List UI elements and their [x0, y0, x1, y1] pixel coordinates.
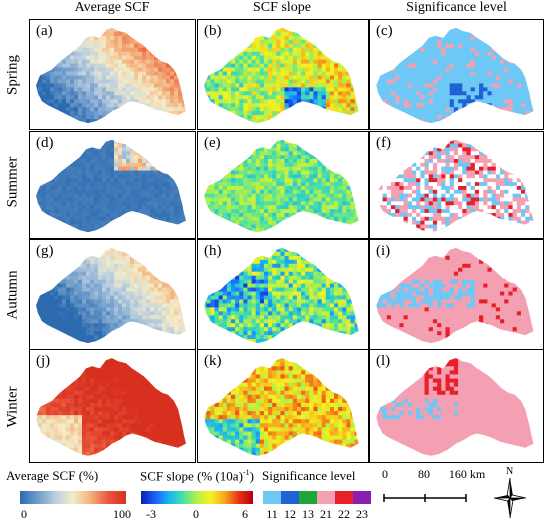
- sig-legend-title: Significance level: [262, 468, 356, 483]
- sig-tick-12: 12: [284, 507, 296, 521]
- panel-label: (i): [376, 243, 391, 259]
- slope-tick-neg3: -3: [146, 507, 156, 521]
- panel-label: (e): [204, 135, 221, 151]
- map-panel-summer-significance: (f): [369, 131, 544, 239]
- map-raster: [204, 358, 359, 456]
- sig-swatch-13: [299, 491, 317, 504]
- map-raster: [204, 139, 359, 233]
- slope-tick-6: 6: [242, 507, 248, 521]
- avg-tick-max: 100: [113, 507, 131, 521]
- scale-tick-0: 0: [382, 467, 388, 481]
- panel-label: (b): [204, 23, 222, 39]
- sig-swatch-11: [263, 491, 281, 504]
- sig-tick-13: 13: [302, 507, 314, 521]
- map-raster: [36, 27, 186, 124]
- map-panel-autumn-scf-slope: (h): [197, 239, 369, 350]
- map-raster: [376, 247, 534, 344]
- row-header-summer: Summer: [4, 156, 21, 208]
- panel-label: (h): [204, 243, 222, 259]
- col-header-significance: Significance level: [406, 0, 507, 15]
- map-raster: [376, 358, 534, 456]
- sig-swatch-23: [353, 491, 371, 504]
- north-arrow-icon: [493, 477, 527, 519]
- map-panel-spring-average-scf: (a): [29, 19, 196, 130]
- sig-swatch-12: [281, 491, 299, 504]
- col-header-average-scf: Average SCF: [74, 0, 150, 15]
- panel-label: (c): [376, 23, 393, 39]
- slope-legend-title: SCF slope (% (10a)-1): [140, 468, 254, 484]
- sig-tick-11: 11: [266, 507, 278, 521]
- scale-tick-80: 80: [418, 467, 430, 481]
- map-panel-summer-scf-slope: (e): [197, 131, 369, 239]
- map-panel-spring-significance: (c): [369, 19, 544, 130]
- scale-tick-160: 160 km: [448, 467, 486, 481]
- north-label: N: [506, 466, 514, 477]
- map-panel-winter-significance: (l): [369, 349, 544, 463]
- panel-label: (a): [36, 23, 53, 39]
- slope-tick-0: 0: [193, 507, 199, 521]
- map-panel-autumn-average-scf: (g): [29, 239, 196, 350]
- map-raster: [376, 139, 534, 233]
- map-panel-winter-scf-slope: (k): [197, 349, 369, 463]
- avg-legend-title: Average SCF (%): [6, 468, 99, 483]
- sig-tick-23: 23: [356, 507, 368, 521]
- avg-colorbar: [20, 491, 126, 504]
- panel-label: (j): [36, 353, 51, 369]
- sig-tick-21: 21: [320, 507, 332, 521]
- map-panel-autumn-significance: (i): [369, 239, 544, 350]
- sig-tick-22: 22: [338, 507, 350, 521]
- scale-bar: [383, 494, 467, 502]
- map-panel-winter-average-scf: (j): [29, 349, 196, 463]
- map-raster: [36, 139, 186, 233]
- panel-label: (f): [376, 135, 391, 151]
- panel-label: (k): [204, 353, 222, 369]
- panel-label: (l): [376, 353, 391, 369]
- map-raster: [36, 247, 186, 344]
- map-raster: [376, 27, 534, 124]
- slope-colorbar: [141, 491, 253, 504]
- map-raster: [204, 27, 359, 124]
- row-header-winter: Winter: [4, 386, 21, 428]
- row-header-autumn: Autumn: [4, 269, 21, 320]
- avg-tick-min: 0: [21, 507, 27, 521]
- sig-swatch-22: [335, 491, 353, 504]
- map-panel-summer-average-scf: (d): [29, 131, 196, 239]
- panel-label: (d): [36, 135, 54, 151]
- col-header-scf-slope: SCF slope: [253, 0, 311, 15]
- map-raster: [204, 247, 359, 344]
- sig-swatch-21: [317, 491, 335, 504]
- row-header-spring: Spring: [4, 54, 21, 96]
- panel-label: (g): [36, 243, 54, 259]
- map-panel-spring-scf-slope: (b): [197, 19, 369, 130]
- map-raster: [36, 358, 186, 456]
